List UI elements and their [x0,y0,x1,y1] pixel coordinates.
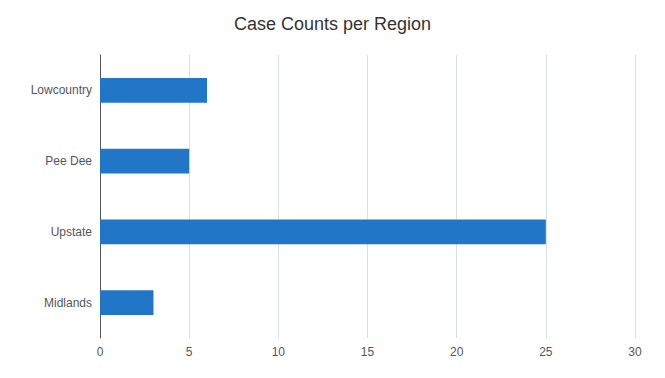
svg-text:Upstate: Upstate [51,225,93,239]
svg-text:25: 25 [539,345,553,359]
svg-text:5: 5 [186,345,193,359]
svg-text:Lowcountry: Lowcountry [31,83,92,97]
svg-text:15: 15 [361,345,375,359]
svg-text:Midlands: Midlands [44,296,92,310]
svg-text:30: 30 [628,345,642,359]
svg-text:10: 10 [272,345,286,359]
svg-text:Case Counts per Region: Case Counts per Region [234,14,431,34]
svg-text:20: 20 [450,345,464,359]
svg-text:Pee Dee: Pee Dee [45,154,92,168]
svg-text:0: 0 [97,345,104,359]
